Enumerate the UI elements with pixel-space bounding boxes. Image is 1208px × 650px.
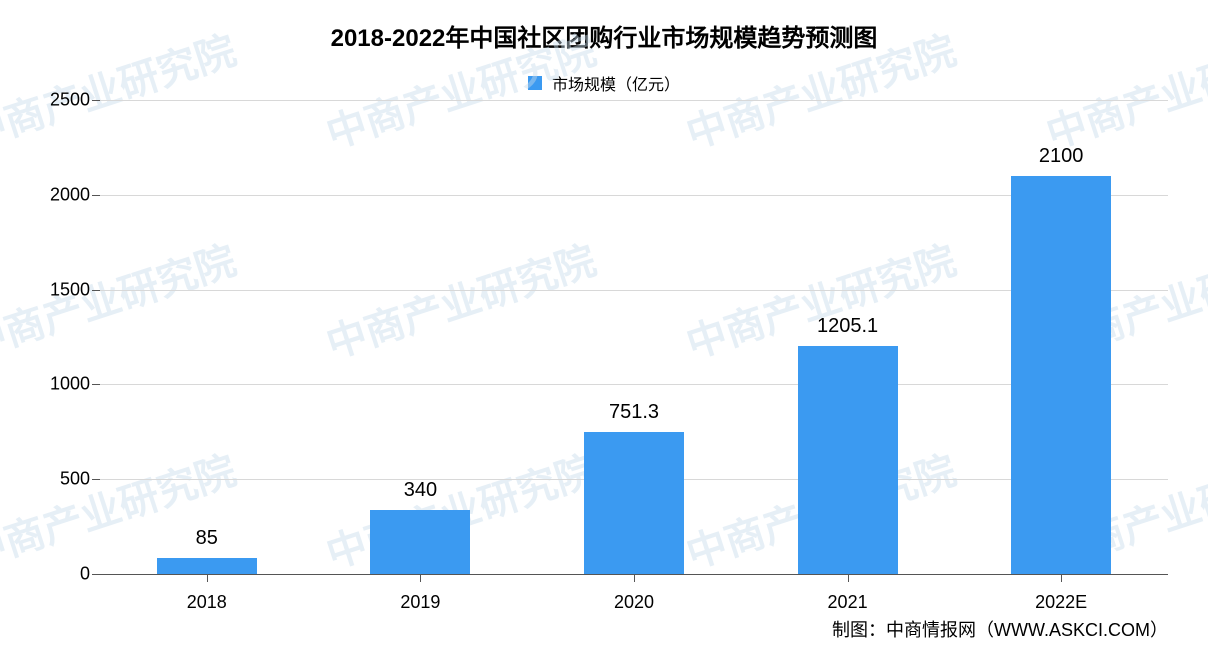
chart-credit: 制图：中商情报网（WWW.ASKCI.COM） — [832, 616, 1168, 642]
bar — [370, 510, 470, 574]
x-tick-label: 2020 — [614, 592, 654, 613]
bar — [1011, 176, 1111, 574]
bar-value-label: 2100 — [1039, 145, 1084, 168]
bar-slot: 21002022E — [954, 100, 1168, 574]
bars-group: 8520183402019751.320201205.1202121002022… — [100, 100, 1168, 574]
chart-container: 中商产业研究院 中商产业研究院 中商产业研究院 中商产业研究院 中商产业研究院 … — [0, 0, 1208, 650]
bar-slot: 3402019 — [314, 100, 528, 574]
x-tick-label: 2019 — [400, 592, 440, 613]
plot-area: 05001000150020002500 8520183402019751.32… — [100, 100, 1168, 575]
chart-title: 2018-2022年中国社区团购行业市场规模趋势预测图 — [0, 0, 1208, 53]
bar — [798, 346, 898, 574]
bar-slot: 751.32020 — [527, 100, 741, 574]
x-tick-label: 2022E — [1035, 592, 1087, 613]
x-tick-label: 2018 — [187, 592, 227, 613]
x-tick-label: 2021 — [828, 592, 868, 613]
bar-value-label: 340 — [404, 479, 437, 502]
bar — [157, 558, 257, 574]
bar — [584, 432, 684, 574]
bar-value-label: 751.3 — [609, 401, 659, 424]
bar-slot: 1205.12021 — [741, 100, 955, 574]
legend-swatch — [528, 76, 542, 90]
legend-label: 市场规模（亿元） — [552, 71, 680, 95]
bar-value-label: 85 — [196, 527, 218, 550]
bar-value-label: 1205.1 — [817, 315, 878, 338]
chart-legend: 市场规模（亿元） — [0, 71, 1208, 95]
bar-slot: 852018 — [100, 100, 314, 574]
